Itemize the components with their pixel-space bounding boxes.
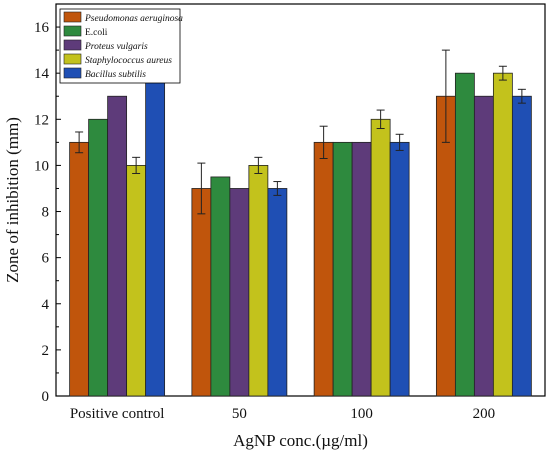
legend-label: Proteus vulgaris <box>84 42 148 52</box>
legend-label: E.coli <box>85 28 108 38</box>
legend-swatch <box>63 11 82 23</box>
legend-label: Pseudomonas aeruginosa <box>84 14 183 24</box>
legend-swatch <box>63 25 82 37</box>
x-tick-label: Positive control <box>70 406 165 422</box>
bar <box>210 176 231 397</box>
series-pseudomonas-aeruginosa <box>69 49 456 397</box>
y-axis: 0 2 4 6 8 10 12 14 16 <box>34 20 61 405</box>
bar <box>107 95 128 397</box>
x-tick-label: 50 <box>232 406 247 422</box>
y-axis-title: Zone of inhibition (mm) <box>3 117 22 283</box>
bar <box>454 72 475 397</box>
y-tick-label: 12 <box>34 112 49 128</box>
x-tick-label: 100 <box>350 406 373 422</box>
legend-swatch <box>63 39 82 51</box>
series-proteus-vulgaris <box>107 95 494 397</box>
y-tick-label: 0 <box>42 389 50 405</box>
y-tick-label: 4 <box>42 297 50 313</box>
bar <box>389 141 410 397</box>
bar <box>351 141 372 397</box>
bar <box>313 141 334 397</box>
series-bacillus-subtilis <box>145 64 532 397</box>
bar <box>248 165 269 397</box>
bar <box>229 188 250 397</box>
plot-area <box>55 3 546 397</box>
bar <box>492 72 513 397</box>
bar <box>191 188 212 397</box>
legend-label: Bacillus subtilis <box>85 70 146 80</box>
series-e-coli <box>88 72 475 397</box>
bar <box>145 72 166 397</box>
bar <box>370 118 391 397</box>
bar <box>473 95 494 397</box>
legend: Pseudomonas aeruginosa E.coli Proteus vulg… <box>59 8 183 84</box>
bar <box>332 141 353 397</box>
series-staphylococcus-aureus <box>126 65 513 397</box>
y-tick-label: 16 <box>34 20 50 36</box>
bar <box>88 118 109 397</box>
legend-swatch <box>63 53 82 65</box>
bar <box>126 165 147 397</box>
bar-series-group <box>69 49 532 397</box>
y-tick-label: 2 <box>42 343 50 359</box>
plot-border <box>55 3 546 397</box>
bar <box>511 95 532 397</box>
bar <box>69 141 90 397</box>
y-tick-label: 6 <box>42 251 50 267</box>
legend-label: Staphylococcus aureus <box>85 56 172 66</box>
y-tick-label: 10 <box>34 158 49 174</box>
x-tick-label: 200 <box>473 406 496 422</box>
legend-swatch <box>63 67 82 79</box>
x-axis: Positive control 50 100 200 <box>70 391 495 422</box>
x-axis-title: AgNP conc.(µg/ml) <box>233 431 368 450</box>
y-tick-label: 8 <box>42 205 50 221</box>
y-tick-label: 14 <box>34 66 50 82</box>
bar <box>267 188 288 397</box>
